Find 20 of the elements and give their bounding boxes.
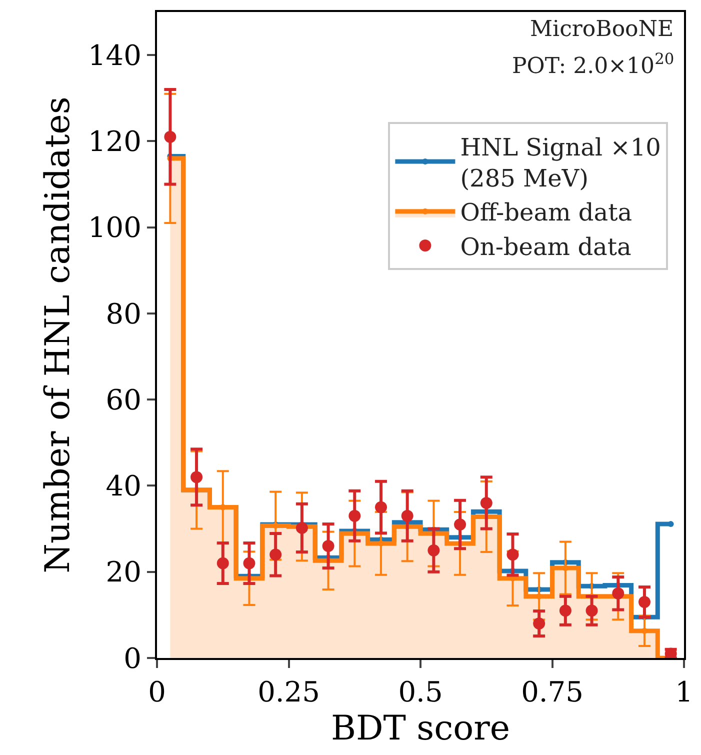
- x-tick-label: 0.75: [521, 676, 584, 709]
- legend-label: HNL Signal ×10 (285 MeV): [460, 133, 661, 192]
- x-tick-label: 0: [148, 676, 166, 709]
- y-axis-title: Number of HNL candidates: [38, 96, 78, 574]
- x-tick-label: 0.5: [398, 676, 443, 709]
- y-tick-label: 20: [106, 556, 142, 589]
- x-tick-label: 1: [675, 676, 693, 709]
- y-tick-label: 120: [88, 125, 142, 158]
- annotation: MicroBooNE: [530, 17, 674, 42]
- y-tick-label: 0: [124, 642, 142, 675]
- x-tick-label: 0.25: [258, 676, 320, 709]
- y-tick-label: 140: [88, 38, 142, 72]
- legend-label: On-beam data: [460, 232, 632, 261]
- annotation: POT: 2.0×10$^{20}$: [512, 50, 674, 80]
- x-axis-title: BDT score: [330, 708, 510, 749]
- y-tick-label: 100: [88, 211, 142, 244]
- y-tick-label: 40: [106, 470, 142, 503]
- y-tick-label: 60: [106, 383, 142, 416]
- legend-label: Off-beam data: [460, 198, 632, 227]
- y-tick-label: 80: [106, 297, 142, 330]
